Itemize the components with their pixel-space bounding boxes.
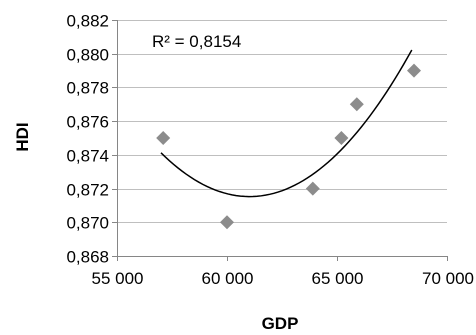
data-point-4	[349, 97, 364, 112]
tick-labels: 0,868 0,870 0,872 0,874 0,876 0,878 0,880 0,882…	[66, 12, 474, 289]
y-axis-title: HDI	[13, 122, 32, 151]
axes	[112, 20, 448, 261]
trendline-curve	[160, 49, 413, 198]
trendline-layer	[160, 49, 413, 198]
data-points	[156, 63, 421, 230]
y-tick-label-6: 0,880	[66, 46, 109, 65]
x-tick-label-3: 70 000	[422, 269, 474, 288]
y-tick-label-5: 0,878	[66, 79, 109, 98]
y-tick-label-1: 0,870	[66, 214, 109, 233]
grid-lines	[117, 20, 447, 257]
y-tick-label-0: 0,868	[66, 248, 109, 267]
r-squared-annotation: R² = 0,8154	[152, 32, 241, 51]
data-point-2	[305, 181, 320, 196]
y-tick-label-7: 0,882	[66, 12, 109, 31]
data-point-3	[334, 131, 349, 145]
x-tick-label-0: 55 000	[92, 269, 144, 288]
y-tick-label-4: 0,876	[66, 113, 109, 132]
data-point-1	[220, 215, 234, 230]
x-tick-label-2: 65 000	[312, 269, 364, 288]
data-point-5	[407, 63, 421, 78]
x-axis-title: GDP	[262, 314, 299, 333]
y-tick-label-3: 0,874	[66, 147, 109, 166]
y-tick-label-2: 0,872	[66, 181, 109, 200]
x-tick-label-1: 60 000	[202, 269, 254, 288]
data-point-0	[156, 131, 171, 145]
